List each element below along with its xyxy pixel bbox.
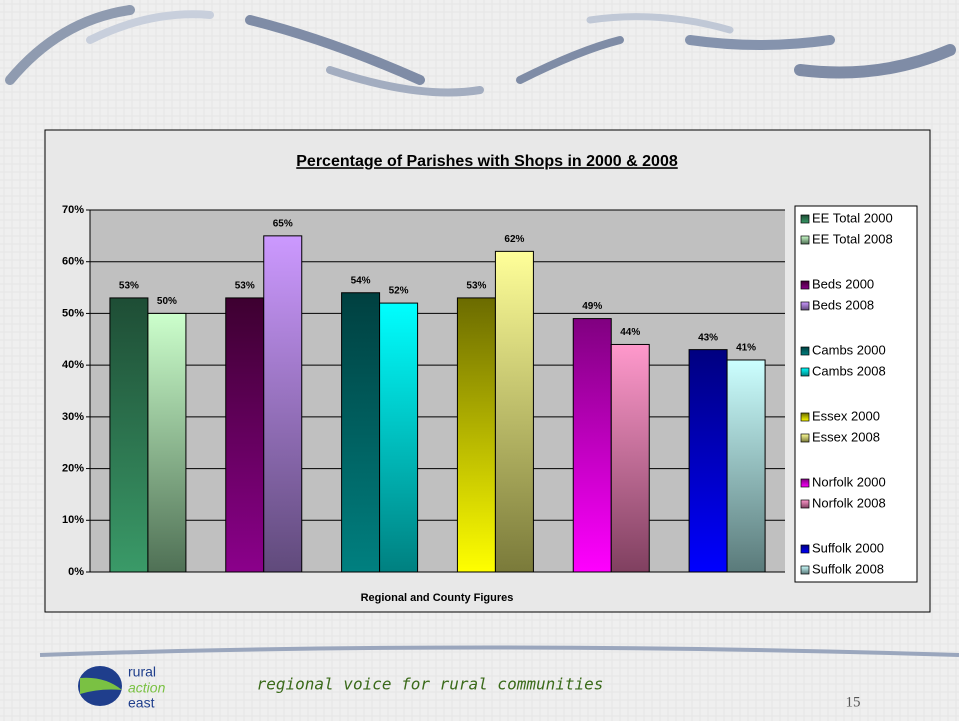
legend-label: Suffolk 2000 [812,540,884,555]
y-tick-label: 30% [62,411,84,423]
legend-label: EE Total 2000 [812,210,893,225]
legend-swatch [800,367,810,377]
legend-label: Beds 2000 [812,276,874,291]
data-label: 52% [389,286,409,297]
page-number: 15 [846,694,861,710]
bar [263,235,303,573]
legend-swatch [800,544,810,554]
legend-swatch [800,214,810,224]
legend-swatch [800,346,810,356]
logo-text: rural [128,664,156,680]
legend-swatch [800,412,810,422]
bar [379,302,419,573]
bar [572,318,612,573]
data-label: 50% [157,296,177,307]
y-tick-label: 40% [62,359,84,371]
bar [147,312,187,573]
legend-swatch [800,280,810,290]
y-tick-label: 0% [68,566,84,578]
header-decoration [5,5,956,97]
legend-swatch [800,478,810,488]
data-label: 53% [119,281,139,292]
y-tick-label: 50% [62,307,84,319]
footer-line [39,645,959,657]
logo-text: east [128,695,155,711]
y-tick-label: 60% [62,256,84,268]
bar [726,359,766,573]
chart-title: Percentage of Parishes with Shops in 200… [296,153,678,170]
legend-label: Cambs 2008 [812,363,886,378]
bar [109,297,149,573]
logo-text: action [128,680,166,696]
data-label: 65% [273,218,293,229]
data-label: 41% [736,343,756,354]
y-tick-label: 70% [62,204,84,216]
legend-label: Norfolk 2000 [812,474,886,489]
plot-area [90,210,785,572]
data-label: 43% [698,332,718,343]
data-label: 62% [504,234,524,245]
data-label: 53% [466,281,486,292]
legend-label: Essex 2008 [812,429,880,444]
data-label: 49% [582,301,602,312]
legend-swatch [800,499,810,509]
legend-swatch [800,235,810,245]
data-label: 54% [351,275,371,286]
legend-label: EE Total 2008 [812,231,893,246]
logo: rural action east [78,664,166,711]
legend-label: Cambs 2000 [812,342,886,357]
bar [494,250,534,573]
legend-label: Suffolk 2008 [812,561,884,576]
legend-label: Essex 2000 [812,408,880,423]
x-axis-label: Regional and County Figures [361,592,514,604]
data-label: 53% [235,281,255,292]
legend-box [794,205,918,583]
bar [341,292,381,573]
legend-label: Beds 2008 [812,297,874,312]
bar [225,297,265,573]
legend-swatch [800,433,810,443]
tagline: regional voice for rural communities [257,675,604,694]
legend-label: Norfolk 2008 [812,495,886,510]
bar [456,297,496,573]
legend-swatch [800,565,810,575]
bar [610,343,650,573]
legend-swatch [800,301,810,311]
y-tick-label: 10% [62,514,84,526]
y-tick-label: 20% [62,462,84,474]
data-label: 44% [620,327,640,338]
bar [688,349,728,573]
